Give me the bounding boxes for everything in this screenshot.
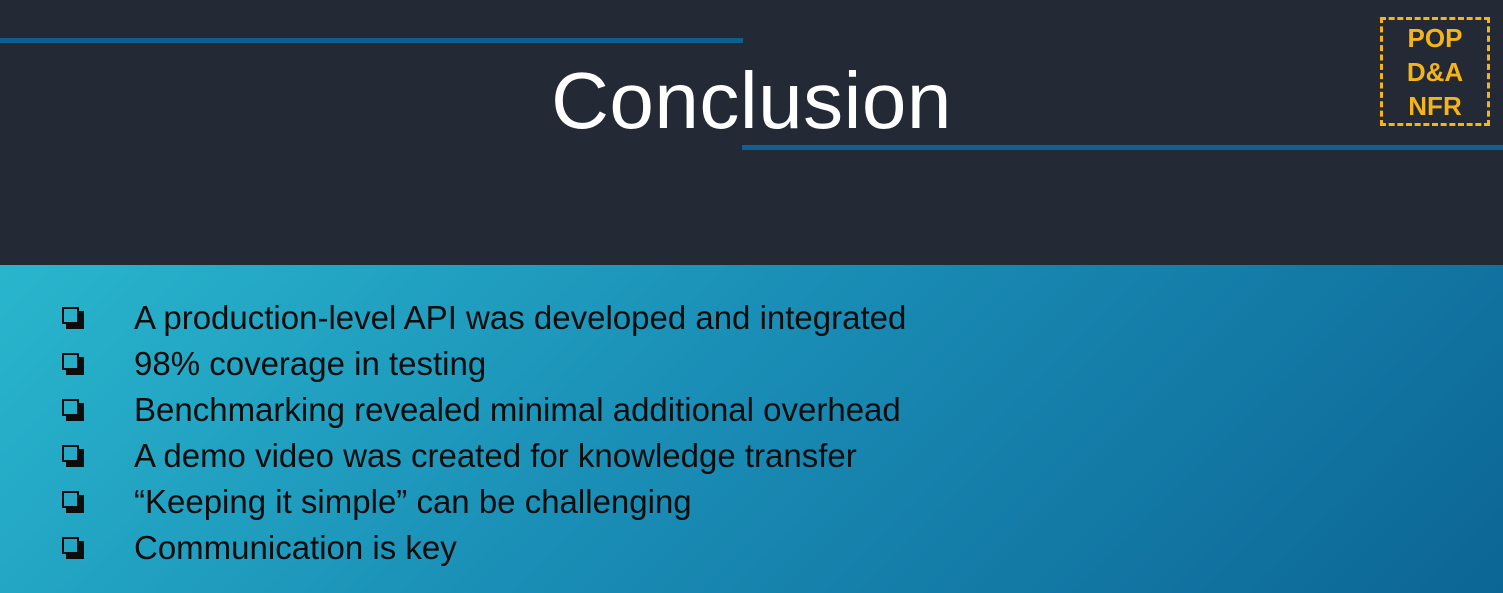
- slide-content: A production-level API was developed and…: [0, 265, 1503, 593]
- slide-title: Conclusion: [551, 56, 952, 145]
- bullet-item: Benchmarking revealed minimal additional…: [62, 387, 906, 433]
- bullet-text: Benchmarking revealed minimal additional…: [134, 391, 901, 428]
- section-tag-line-pop: POP: [1407, 22, 1463, 53]
- section-tag-line-nfr: NFR: [1408, 90, 1462, 121]
- bullet-text: A production-level API was developed and…: [134, 299, 907, 336]
- bullet-item: “Keeping it simple” can be challenging: [62, 479, 906, 525]
- bullet-item: Communication is key: [62, 525, 906, 571]
- bullet-text: 98% coverage in testing: [134, 345, 487, 382]
- bullet-item: A demo video was created for knowledge t…: [62, 433, 906, 479]
- checkbox-icon: [62, 490, 85, 514]
- bullet-text: A demo video was created for knowledge t…: [134, 437, 857, 474]
- accent-rule-bottom: [742, 145, 1503, 150]
- checkbox-icon: [62, 444, 85, 468]
- checkbox-icon: [62, 536, 85, 560]
- checkbox-icon: [62, 398, 85, 422]
- bullet-item: A production-level API was developed and…: [62, 295, 906, 341]
- bullet-text: Communication is key: [134, 529, 457, 566]
- accent-rule-top: [0, 38, 743, 43]
- checkbox-icon: [62, 306, 85, 330]
- slide-header: Conclusion POP D&A NFR: [0, 0, 1503, 265]
- bullet-list: A production-level API was developed and…: [62, 295, 906, 571]
- bullet-text: “Keeping it simple” can be challenging: [134, 483, 692, 520]
- checkbox-icon: [62, 352, 85, 376]
- section-tag-box: POP D&A NFR: [1380, 17, 1490, 126]
- section-tag-line-da: D&A: [1406, 56, 1464, 87]
- bullet-item: 98% coverage in testing: [62, 341, 906, 387]
